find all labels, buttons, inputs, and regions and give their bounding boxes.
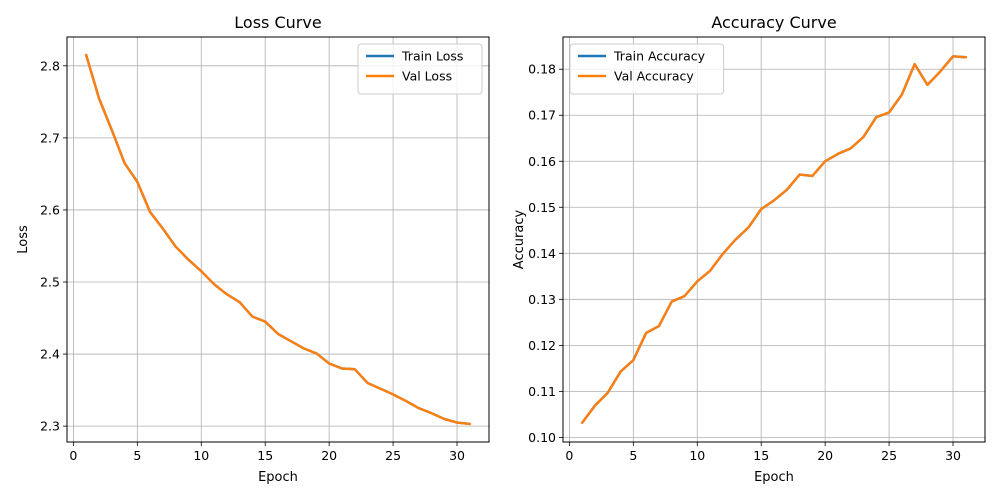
loss-xtick-label-3: 15 — [257, 448, 273, 463]
accuracy-xtick-label-0: 0 — [565, 448, 573, 463]
accuracy-legend-label-1: Val Accuracy — [614, 69, 694, 84]
loss-y-axis-label: Loss — [16, 225, 31, 254]
loss-xtick-label-6: 30 — [449, 448, 465, 463]
loss-ytick-label-0: 2.3 — [40, 419, 60, 434]
accuracy-ytick-label-0: 0.10 — [528, 430, 556, 445]
loss-xtick-label-4: 20 — [321, 448, 337, 463]
loss-series-line-1 — [84, 53, 472, 426]
loss-ytick-label-2: 2.5 — [40, 275, 60, 290]
accuracy-legend: Train Accuracy Val Accuracy — [569, 43, 725, 95]
loss-legend: Train Loss Val Loss — [357, 43, 483, 95]
accuracy-ytick-label-6: 0.16 — [528, 154, 556, 169]
loss-xtick-label-2: 10 — [193, 448, 209, 463]
loss-x-axis-label: Epoch — [258, 470, 298, 485]
loss-xtick-label-1: 5 — [133, 448, 141, 463]
loss-xtick-label-0: 0 — [69, 448, 77, 463]
accuracy-chart: 0 5 10 15 20 25 30 0.10 0.11 0.12 0.13 0.14 0.15 0.16… — [512, 13, 986, 485]
accuracy-xtick-label-5: 25 — [881, 448, 897, 463]
accuracy-chart-title: Accuracy Curve — [711, 13, 836, 32]
accuracy-legend-label-0: Train Accuracy — [613, 49, 706, 64]
loss-legend-label-0: Train Loss — [401, 49, 463, 64]
accuracy-xtick-label-6: 30 — [945, 448, 961, 463]
accuracy-ytick-label-4: 0.14 — [528, 246, 556, 261]
loss-ytick-label-1: 2.4 — [40, 347, 60, 362]
loss-series-line-0 — [84, 53, 472, 426]
accuracy-ytick-label-1: 0.11 — [528, 384, 556, 399]
accuracy-legend-box — [569, 43, 725, 95]
accuracy-plot-frame — [562, 36, 986, 443]
accuracy-ytick-label-7: 0.17 — [528, 108, 556, 123]
loss-ytick-label-5: 2.8 — [40, 58, 60, 73]
accuracy-xtick-label-1: 5 — [629, 448, 637, 463]
accuracy-xtick-label-4: 20 — [817, 448, 833, 463]
loss-xtick-label-5: 25 — [385, 448, 401, 463]
loss-chart: 0 5 10 15 20 25 30 2.3 2.4 2.5 2.6 2.7 2.8 Loss Curve… — [16, 13, 490, 485]
accuracy-y-axis-label: Accuracy — [512, 210, 527, 270]
accuracy-ytick-label-8: 0.18 — [528, 62, 556, 77]
loss-legend-label-1: Val Loss — [402, 69, 452, 84]
accuracy-series-line-0 — [580, 55, 968, 424]
accuracy-series-line-1 — [580, 55, 968, 424]
accuracy-ytick-label-5: 0.15 — [528, 200, 556, 215]
accuracy-xtick-label-2: 10 — [689, 448, 705, 463]
accuracy-ytick-label-3: 0.13 — [528, 292, 556, 307]
accuracy-x-axis-label: Epoch — [754, 470, 794, 485]
loss-ytick-label-3: 2.6 — [40, 202, 60, 217]
accuracy-xtick-label-3: 15 — [753, 448, 769, 463]
loss-plot-frame — [66, 36, 490, 443]
loss-chart-title: Loss Curve — [234, 13, 321, 32]
accuracy-ytick-label-2: 0.12 — [528, 338, 556, 353]
loss-ytick-label-4: 2.7 — [40, 130, 60, 145]
